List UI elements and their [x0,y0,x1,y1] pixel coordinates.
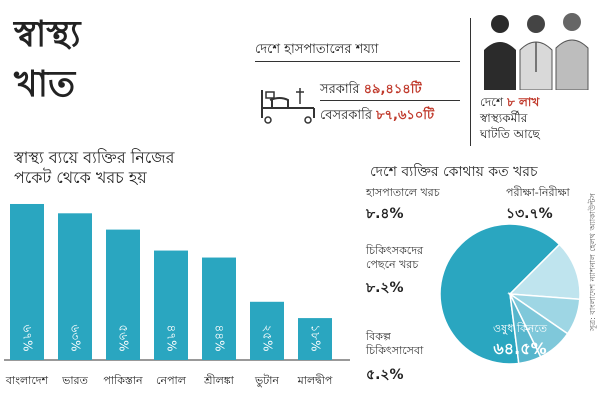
pie-value-hospital: ৮.৪% [366,206,404,222]
pie-medicine-block: ওষুধ কিনতে ৬৪.৫% [474,322,566,363]
beds-title: দেশে হাসপাতালের শয্যা [255,42,379,57]
shortage-line3: ঘাটতি আছে [480,127,540,141]
health-workers-icon [478,2,593,94]
bar-category-label: শ্রীলঙ্কা [203,374,235,387]
bar [58,213,92,360]
pie-slice [508,243,581,301]
bar [298,318,332,360]
source-credit: সূত্র: বাংলাদেশ ন্যাশনাল হেলথ অ্যাকাউন্ট… [588,193,597,332]
pie-label-medicine: ওষুধ কিনতে [493,322,547,335]
shortage-value: ৮ লাখ [506,95,540,109]
beds-row-divider [320,100,460,101]
pie-chart [439,223,581,365]
pie-value-doctors: ৮.২% [366,280,404,296]
bar [106,229,140,360]
shortage-line2: স্বাস্থ্যকর্মীর [480,111,528,125]
shortage-line1: দেশে ৮ লাখ [480,94,539,110]
shortage-prefix: দেশে [480,95,504,109]
bar-category-label: ভুটান [254,374,279,387]
bar-value-label: ৬৩% [69,324,83,351]
section-divider [470,18,471,146]
bar-value-label: ১৮% [309,325,323,352]
bar-chart: ৬৭% বাংলাদেশ ৬৩% ভারত ৫৬% পাকিস্তান ৪৭% নেপাল ৪৪… [4,203,350,387]
pie-label-alternative: বিকল্প চিকিৎসাসেবা [366,330,424,357]
bar-value-label: ৪৪% [213,325,227,352]
pie-slice [509,293,542,365]
bar [154,250,188,360]
pie-label-tests: পরীক্ষা-নিরীক্ষা [506,186,570,199]
bar-value-label: ৪৭% [165,325,179,352]
bar-subtitle-line1: স্বাস্থ্য ব্যয়ে ব্যক্তির নিজের [14,148,175,167]
bar [250,301,284,360]
beds-public-label: সরকারি [320,82,360,97]
pie-slice [439,223,561,365]
pie-value-medicine: ৬৪.৫% [493,339,547,358]
bar [202,257,236,360]
bar-subtitle-line2: পকেট থেকে খরচ হয় [14,168,147,187]
beds-private-label: বেসরকারি [320,108,372,123]
beds-public-value: ৪৯,৪১৪টি [363,82,422,97]
bar-value-label: ৬৭% [21,324,35,351]
beds-public: সরকারি ৪৯,৪১৪টি [320,80,422,101]
beds-private: বেসরকারি ৮৭,৬১০টি [320,106,434,127]
bar-category-label: বাংলাদেশ [5,374,49,387]
main-title-line2: খাত [14,63,76,105]
pie-title: দেশে ব্যক্তির কোথায় কত খরচ [370,164,538,180]
pie-value-tests: ১৩.৭% [506,206,553,222]
bar [10,203,44,360]
bar-category-label: পাকিস্তান [103,374,143,387]
bar-category-label: ভারত [61,374,88,387]
main-title-line1: স্বাস্থ্য [14,13,81,55]
bar-category-label: নেপাল [156,374,187,387]
bar-value-label: ৫৬% [117,325,131,352]
hospital-bed-icon [258,84,318,130]
bar-value-label: ২৫% [261,325,275,352]
pie-value-alternative: ৫.২% [366,367,404,383]
bar-category-label: মালদ্বীপ [297,374,333,387]
pie-label-hospital: হাসপাতালে খরচ [366,186,440,199]
beds-private-value: ৮৭,৬১০টি [376,108,435,123]
pie-label-doctors: চিকিৎসকদের পেছনে খরচ [366,244,424,271]
beds-divider [255,61,460,62]
